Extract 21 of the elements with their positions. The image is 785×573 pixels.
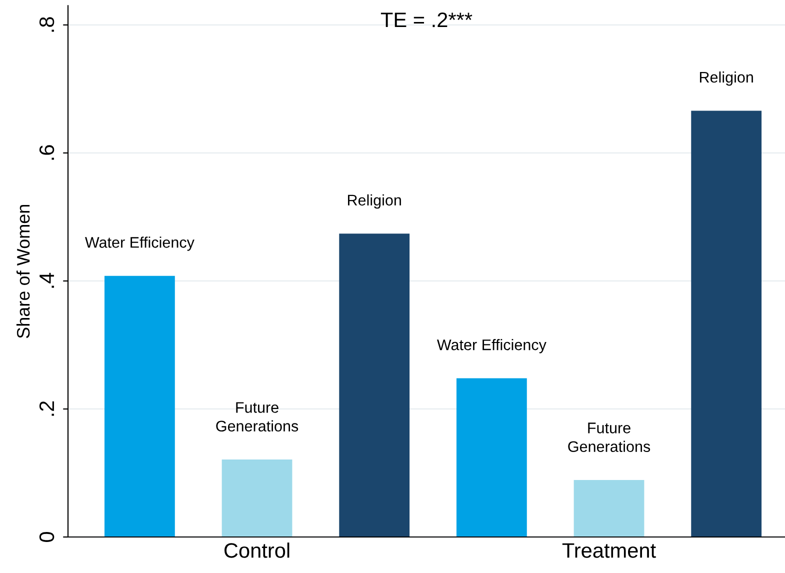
- text: Water Efficiency: [84, 236, 194, 251]
- series-label: Future Generations: [568, 422, 650, 452]
- y-tick-label: .6: [39, 145, 54, 160]
- bar: [456, 378, 527, 537]
- text: Future Generations: [216, 402, 298, 432]
- y-axis-title: Share of Women: [16, 204, 30, 338]
- y-tick-label: .8: [39, 17, 54, 32]
- bar: [222, 460, 292, 537]
- y-tick-label: .4: [40, 272, 54, 288]
- y-tick-label: .2: [39, 401, 54, 416]
- annotation: TE = .2***: [380, 12, 472, 28]
- bar: [104, 276, 175, 537]
- bar: [574, 480, 644, 537]
- text: Religion: [700, 71, 753, 86]
- x-tick-label: Treatment: [562, 543, 656, 558]
- bar: [691, 110, 762, 537]
- bar: [339, 234, 410, 537]
- y-tick-label: 0: [39, 532, 54, 542]
- text: Water Efficiency: [436, 339, 546, 354]
- series-label: Religion: [348, 194, 401, 209]
- x-tick-label: Control: [224, 542, 290, 558]
